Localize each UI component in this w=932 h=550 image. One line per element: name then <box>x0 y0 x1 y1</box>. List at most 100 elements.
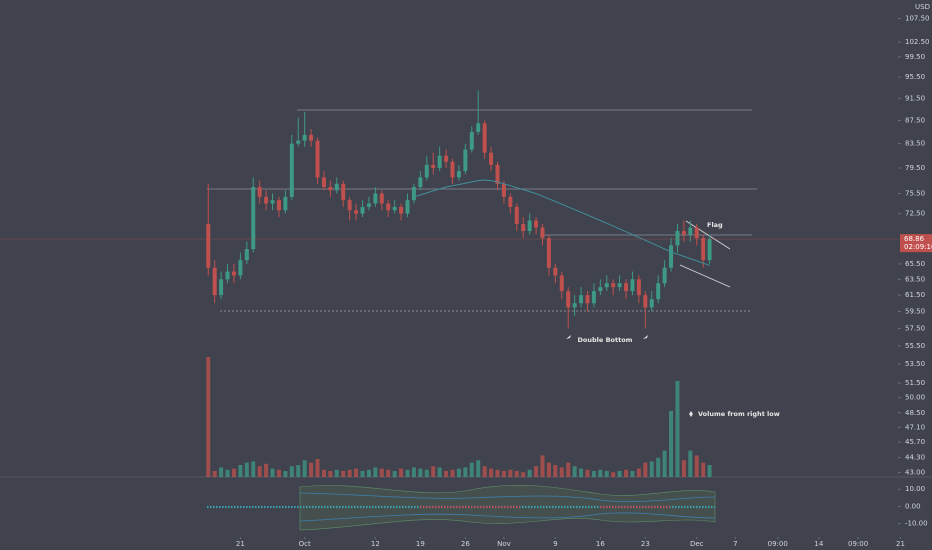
candle-body <box>675 231 680 246</box>
x-tick-label: 21 <box>236 540 245 548</box>
candle-body <box>662 267 667 284</box>
volume-bar <box>283 471 288 477</box>
volume-bar <box>251 461 256 477</box>
y-tick-label: 53.50 <box>905 360 925 368</box>
volume-bar <box>373 467 378 477</box>
candle-body <box>437 155 442 168</box>
y-tick-label: 87.50 <box>905 116 925 124</box>
volume-bar <box>347 469 352 477</box>
last-price-tag <box>900 234 932 253</box>
volume-bar <box>656 457 661 477</box>
volume-bar <box>386 469 391 477</box>
volume-bar <box>482 466 487 477</box>
last-price-label: 68.86 <box>904 235 925 243</box>
volume-bar <box>264 463 269 477</box>
volume-bar <box>244 462 249 477</box>
indicator-line <box>299 492 716 503</box>
volume-bar <box>649 461 654 477</box>
x-tick-label: 26 <box>461 540 470 548</box>
volume-bar <box>566 462 571 477</box>
volume-bar <box>508 469 513 477</box>
candle-body <box>225 271 230 280</box>
y-tick-label: 63.50 <box>905 275 925 283</box>
y-tick-label: 45.70 <box>905 438 925 446</box>
candle-body <box>611 283 616 288</box>
volume-bar <box>701 462 706 477</box>
drawings <box>0 109 932 531</box>
candle-body <box>418 177 423 188</box>
volume-bar <box>514 471 519 477</box>
x-tick-label: 09:00 <box>848 540 868 548</box>
candle-body <box>636 279 641 296</box>
candle-body <box>296 140 301 144</box>
volume-bar <box>694 455 699 477</box>
candle-body <box>276 200 281 211</box>
candle-body <box>566 291 571 308</box>
volume-bar <box>572 466 577 477</box>
volume-bar <box>604 471 609 477</box>
candle-body <box>456 171 461 178</box>
volume-bar <box>444 471 449 477</box>
volume-bar <box>437 467 442 477</box>
volume-bar <box>360 471 365 477</box>
candle-body <box>212 267 217 296</box>
indicator-line <box>299 512 716 522</box>
candle-body <box>476 123 481 132</box>
x-tick-label: Nov <box>497 540 511 548</box>
candle-body <box>424 164 429 178</box>
volume-bar <box>302 460 307 477</box>
volume-bar <box>411 467 416 477</box>
candle-body <box>598 287 603 292</box>
volume-bar <box>219 467 224 477</box>
volume-bar <box>366 469 371 477</box>
candle-body <box>405 200 410 214</box>
y-tick-label: 72.50 <box>905 210 925 218</box>
candle-body <box>508 196 513 207</box>
candle-body <box>649 299 654 308</box>
candle-body <box>411 187 416 201</box>
candle-body <box>231 271 236 276</box>
volume-bar <box>469 462 474 477</box>
candle-body <box>624 283 629 292</box>
x-tick-label: 12 <box>371 540 380 548</box>
annotation: Flag <box>707 221 723 229</box>
volume-bar <box>354 468 359 477</box>
y-tick-label: 57.50 <box>905 324 925 332</box>
volume-bar <box>636 468 641 477</box>
x-tick-label: Oct <box>299 540 311 548</box>
volume-bar <box>546 462 551 477</box>
volume-bar <box>688 450 693 477</box>
volume-bar <box>501 471 506 477</box>
volume-bar <box>450 469 455 477</box>
y-tick-label: 102.50 <box>905 38 930 46</box>
candle-body <box>527 220 532 232</box>
x-tick-label: 09:00 <box>768 540 788 548</box>
candle-body <box>289 143 294 197</box>
y-tick-label: 91.50 <box>905 94 925 102</box>
x-tick-label: 7 <box>733 540 737 548</box>
volume-bar <box>231 468 236 477</box>
volume-bar <box>321 469 326 477</box>
volume-bar <box>579 468 584 477</box>
x-tick-label: 16 <box>596 540 605 548</box>
volume-bar <box>630 471 635 477</box>
candle-body <box>469 131 474 150</box>
volume-bar <box>328 471 333 477</box>
candle-body <box>366 203 371 207</box>
candle-body <box>694 227 699 239</box>
volume-bar <box>296 465 301 477</box>
candle-body <box>482 123 487 153</box>
volume-bar <box>392 471 397 477</box>
marker <box>689 411 693 417</box>
volume-bar <box>591 471 596 477</box>
candle-body <box>521 223 526 232</box>
y-tick-label: 10.00 <box>905 485 925 493</box>
candle-body <box>302 134 307 141</box>
volume-bar <box>611 472 616 477</box>
candle-body <box>354 210 359 214</box>
volume-bar <box>456 468 461 477</box>
y-tick-label: 75.50 <box>905 190 925 198</box>
y-tick-label: 48.50 <box>905 409 925 417</box>
candle-body <box>630 279 635 292</box>
candle-body <box>514 206 519 224</box>
